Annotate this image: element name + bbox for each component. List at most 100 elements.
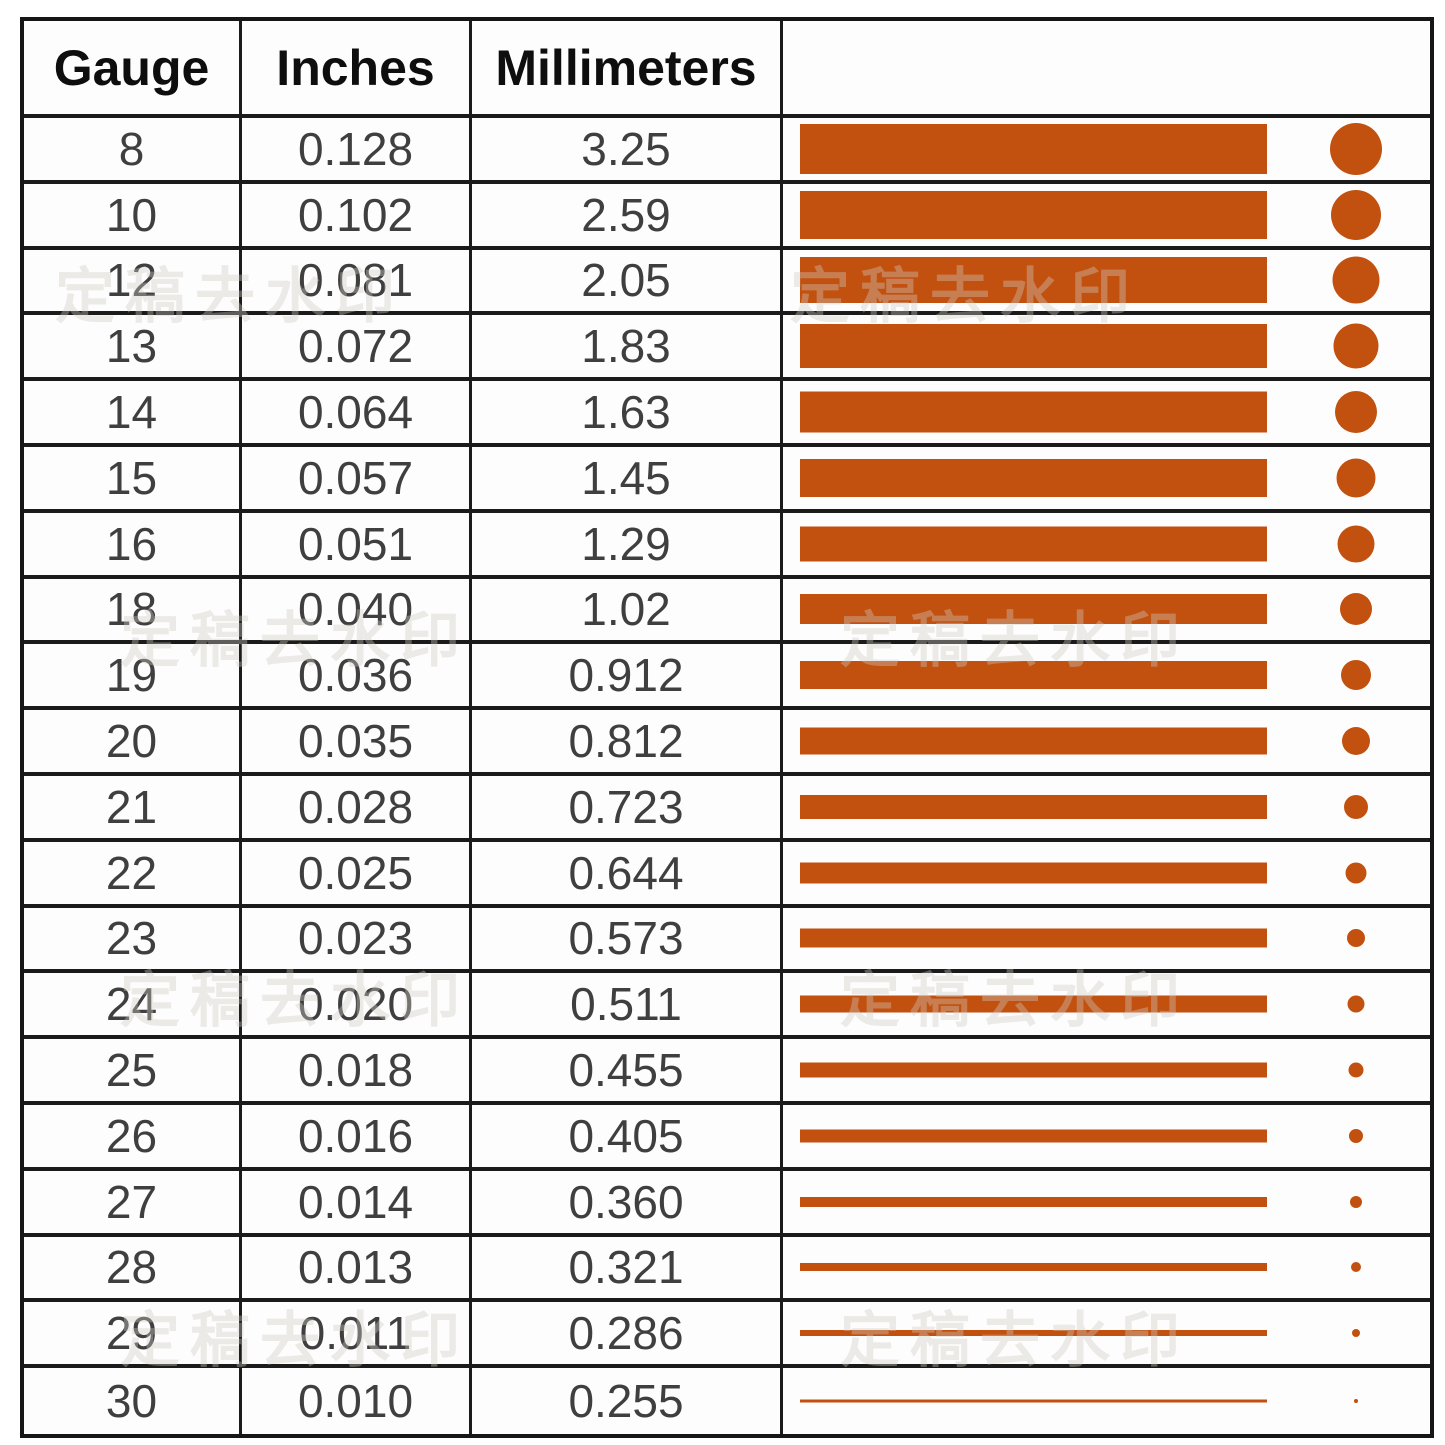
wire-thickness-bar (800, 862, 1267, 884)
inches-cell: 0.014 (242, 1170, 472, 1237)
wire-thickness-bar (800, 1263, 1267, 1272)
size-visual-cell (783, 118, 1430, 184)
gauge-cell: 20 (24, 710, 242, 776)
size-visual-cell (783, 250, 1430, 316)
inches-cell: 0.081 (242, 249, 472, 316)
gauge-cell: 16 (24, 512, 242, 579)
inches-cell: 0.018 (242, 1039, 472, 1105)
wire-diameter-dot (1335, 391, 1377, 434)
size-visual-cell (783, 1105, 1430, 1171)
mm-cell: 0.405 (472, 1105, 783, 1171)
wire-thickness-bar (800, 1330, 1267, 1337)
inches-cell: 0.020 (242, 973, 472, 1040)
wire-thickness-bar (800, 1196, 1267, 1207)
inches-cell: 0.051 (242, 512, 472, 579)
mm-cell: 1.45 (472, 447, 783, 513)
size-visual-cell (783, 315, 1430, 382)
inches-cell: 0.011 (242, 1302, 472, 1369)
wire-thickness-bar (800, 928, 1267, 948)
wire-thickness-bar (800, 526, 1267, 562)
wire-diameter-dot (1352, 1329, 1360, 1338)
size-visual-cell (783, 1171, 1430, 1237)
inches-cell: 0.010 (242, 1368, 472, 1434)
wire-diameter-dot (1347, 995, 1365, 1013)
wire-diameter-dot (1348, 1062, 1364, 1078)
mm-cell: 0.723 (472, 776, 783, 842)
wire-thickness-bar (800, 391, 1267, 433)
inches-cell: 0.028 (242, 776, 472, 842)
mm-cell: 0.255 (472, 1368, 783, 1434)
wire-diameter-dot (1340, 593, 1372, 626)
header-millimeters: Millimeters (472, 21, 783, 118)
size-visual-cell (783, 1368, 1430, 1434)
wire-thickness-bar (800, 1062, 1267, 1078)
size-visual-cell (783, 447, 1430, 513)
mm-cell: 3.25 (472, 118, 783, 184)
wire-thickness-bar (800, 1129, 1267, 1143)
wire-diameter-dot (1337, 525, 1375, 563)
gauge-cell: 12 (24, 249, 242, 316)
mm-cell: 0.573 (472, 907, 783, 974)
mm-cell: 0.644 (472, 841, 783, 908)
wire-diameter-dot (1341, 660, 1371, 691)
wire-thickness-bar (800, 995, 1267, 1013)
inches-cell: 0.128 (242, 118, 472, 184)
size-visual-cell (783, 1302, 1430, 1369)
size-visual-cell (783, 710, 1430, 776)
gauge-cell: 24 (24, 973, 242, 1040)
mm-cell: 2.59 (472, 183, 783, 250)
inches-cell: 0.057 (242, 447, 472, 513)
wire-thickness-bar (800, 458, 1267, 497)
mm-cell: 0.360 (472, 1170, 783, 1237)
inches-cell: 0.023 (242, 907, 472, 974)
gauge-cell: 25 (24, 1039, 242, 1105)
gauge-cell: 18 (24, 578, 242, 645)
mm-cell: 0.455 (472, 1039, 783, 1105)
wire-diameter-dot (1344, 794, 1368, 819)
wire-thickness-bar (800, 727, 1267, 755)
size-visual-cell (783, 513, 1430, 579)
wire-diameter-dot (1336, 458, 1376, 498)
wire-thickness-bar (800, 794, 1267, 819)
gauge-cell: 15 (24, 447, 242, 513)
gauge-cell: 30 (24, 1368, 242, 1434)
mm-cell: 0.286 (472, 1302, 783, 1369)
inches-cell: 0.016 (242, 1105, 472, 1171)
size-visual-cell (783, 973, 1430, 1040)
wire-gauge-table: Gauge Inches Millimeters 8 0.128 3.25 10… (20, 17, 1434, 1438)
size-visual-cell (783, 1039, 1430, 1105)
mm-cell: 1.63 (472, 381, 783, 447)
inches-cell: 0.035 (242, 710, 472, 776)
mm-cell: 1.29 (472, 512, 783, 579)
gauge-cell: 19 (24, 644, 242, 711)
wire-diameter-dot (1345, 862, 1367, 884)
gauge-cell: 21 (24, 776, 242, 842)
size-visual-cell (783, 579, 1430, 645)
inches-cell: 0.025 (242, 841, 472, 908)
inches-cell: 0.072 (242, 315, 472, 382)
gauge-cell: 26 (24, 1105, 242, 1171)
wire-diameter-dot (1351, 1262, 1361, 1273)
mm-cell: 0.321 (472, 1236, 783, 1303)
size-visual-cell (783, 908, 1430, 974)
wire-diameter-dot (1349, 1128, 1363, 1143)
size-visual-cell (783, 381, 1430, 447)
gauge-cell: 29 (24, 1302, 242, 1369)
mm-cell: 1.02 (472, 578, 783, 645)
mm-cell: 0.812 (472, 710, 783, 776)
size-visual-cell (783, 776, 1430, 842)
wire-thickness-bar (800, 257, 1267, 304)
gauge-cell: 8 (24, 118, 242, 184)
size-visual-cell (783, 184, 1430, 250)
mm-cell: 0.511 (472, 973, 783, 1040)
gauge-cell: 27 (24, 1170, 242, 1237)
wire-diameter-dot (1354, 1399, 1358, 1404)
wire-diameter-dot (1330, 122, 1382, 175)
wire-thickness-bar (800, 1399, 1267, 1403)
gauge-cell: 13 (24, 315, 242, 382)
inches-cell: 0.102 (242, 183, 472, 250)
gauge-cell: 28 (24, 1236, 242, 1303)
wire-diameter-dot (1342, 727, 1370, 756)
gauge-cell: 14 (24, 381, 242, 447)
mm-cell: 1.83 (472, 315, 783, 382)
